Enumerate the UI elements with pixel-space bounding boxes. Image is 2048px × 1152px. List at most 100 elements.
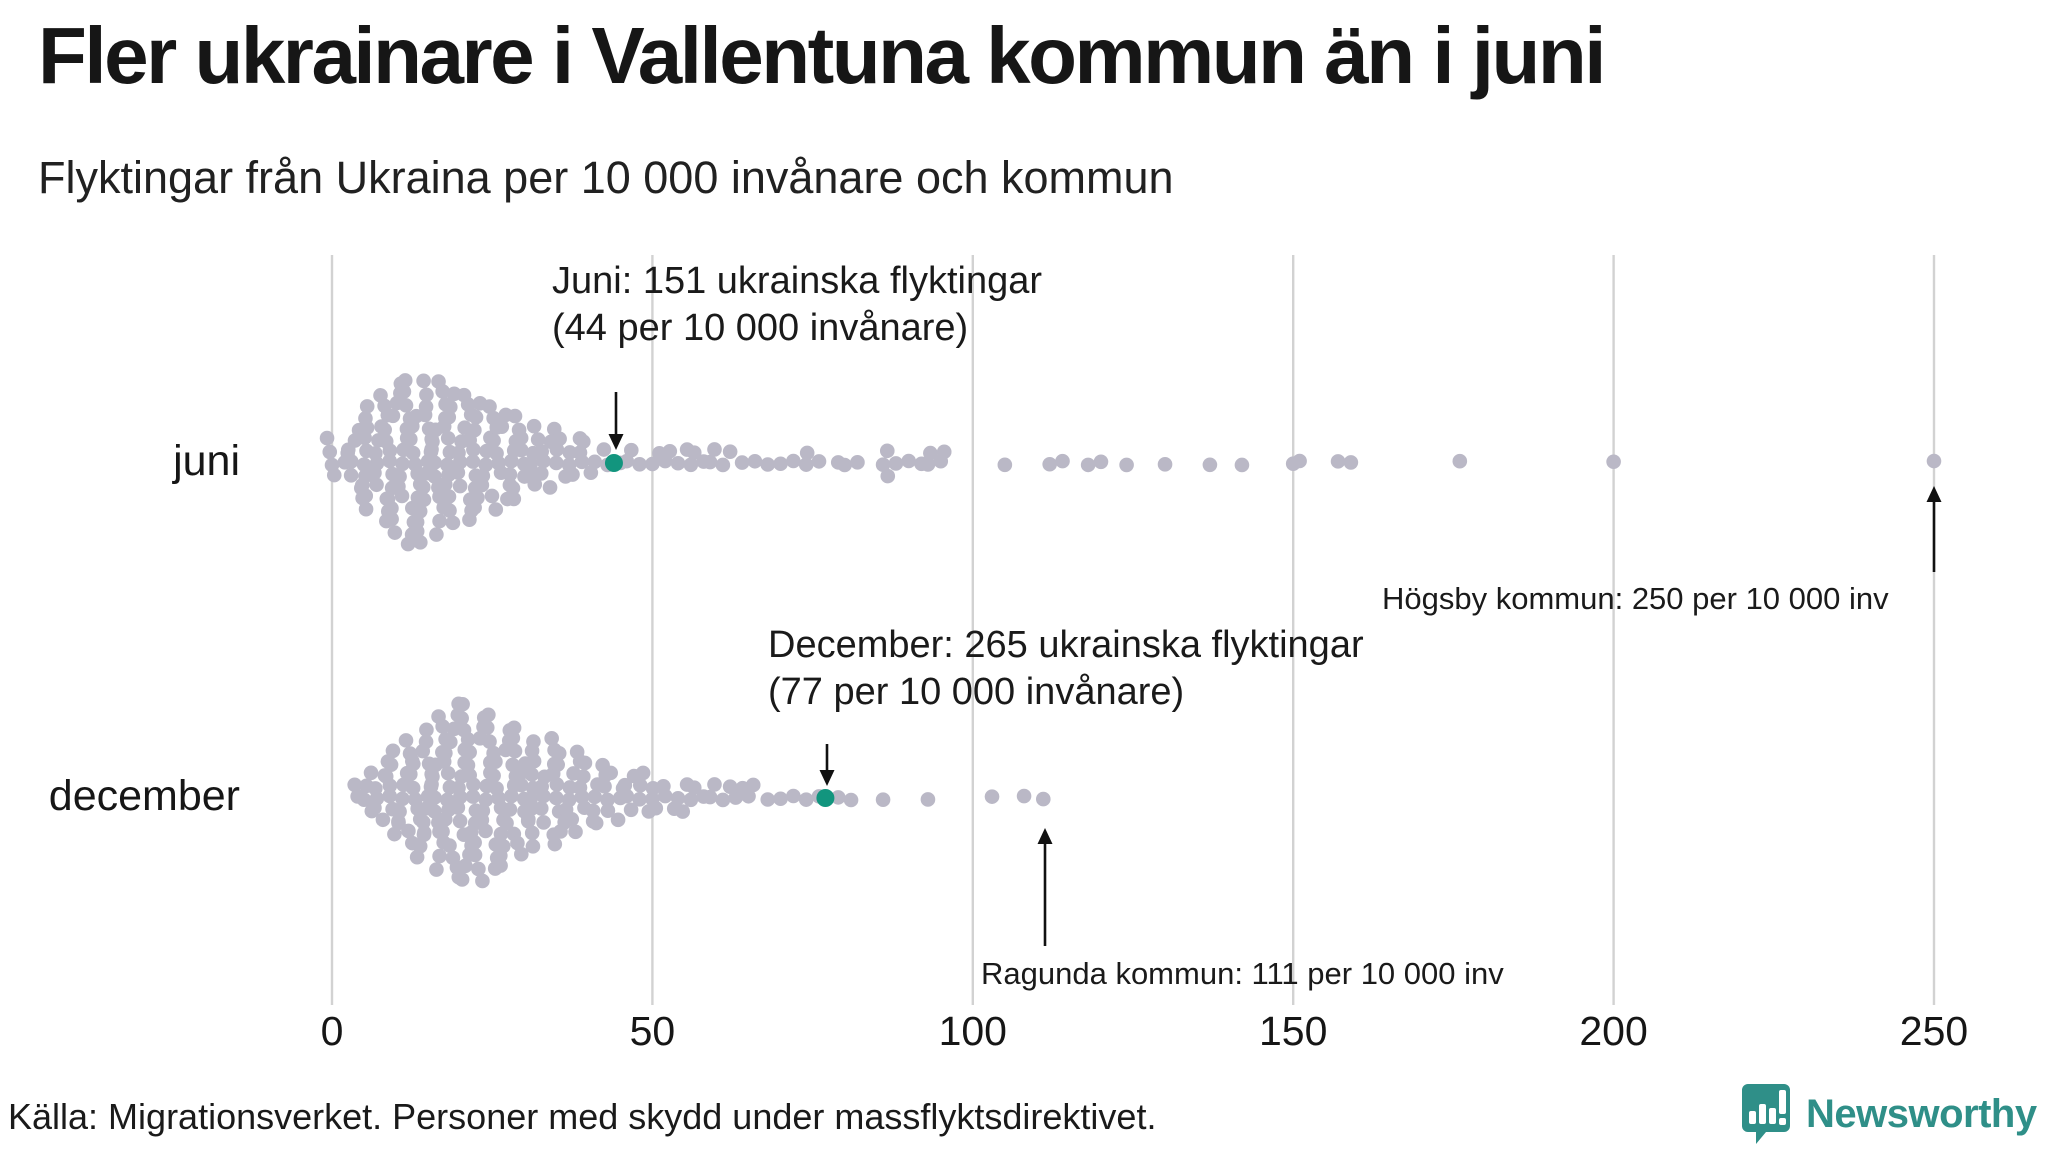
x-axis-tick-label: 100: [938, 1008, 1007, 1054]
municipality-dot: [398, 398, 414, 413]
municipality-dot: [648, 800, 664, 816]
municipality-dot: [467, 847, 483, 863]
municipality-dot: [632, 791, 647, 807]
municipality-dot: [369, 477, 384, 493]
municipality-dot: [432, 848, 447, 864]
municipality-dot: [656, 778, 671, 794]
municipality-dot: [482, 399, 497, 414]
annotation-december-arrow-icon: [819, 744, 835, 786]
municipality-dot: [481, 707, 496, 723]
municipality-dot: [596, 442, 612, 457]
municipality-dot: [397, 373, 413, 388]
municipality-dot: [888, 456, 904, 471]
municipality-dot: [707, 777, 722, 792]
municipality-dot: [670, 790, 686, 806]
municipality-dot: [368, 781, 383, 796]
chart-title: Fler ukrainare i Vallentuna kommun än i …: [38, 11, 1606, 100]
municipality-dot: [454, 872, 470, 887]
municipality-dot: [405, 753, 420, 769]
annotation-december: December: 265 ukrainska flyktingar (77 p…: [768, 622, 1364, 716]
municipality-dot: [454, 710, 469, 726]
highlighted-municipality-dot: [604, 454, 623, 472]
municipality-dot: [568, 824, 583, 840]
x-axis-tick-label: 250: [1899, 1008, 1969, 1054]
municipality-dot: [413, 535, 428, 550]
municipality-dot: [619, 788, 635, 804]
municipality-dot: [798, 792, 814, 807]
municipality-dot: [722, 779, 738, 794]
municipality-dot: [565, 467, 580, 482]
municipality-dot: [569, 744, 585, 760]
municipality-dot: [843, 792, 859, 808]
municipality-dot: [415, 479, 431, 495]
municipality-dot: [526, 418, 542, 434]
municipality-dot: [416, 373, 431, 389]
municipality-dot: [552, 431, 567, 447]
newsworthy-wordmark: Newsworthy: [1806, 1091, 2037, 1136]
municipality-dot: [773, 791, 788, 807]
municipality-dot: [850, 455, 865, 470]
municipality-dot: [467, 500, 482, 515]
municipality-dot: [427, 469, 442, 484]
x-axis-tick-label: 200: [1579, 1008, 1648, 1054]
municipality-dot: [550, 757, 565, 772]
municipality-dot: [984, 789, 1000, 804]
municipality-dot: [452, 813, 468, 829]
municipality-dot: [715, 457, 731, 473]
municipality-dot: [358, 501, 374, 517]
municipality-dot: [478, 823, 493, 839]
annotation-ragunda-arrow-icon: [1037, 828, 1053, 946]
municipality-dot: [1093, 454, 1109, 470]
municipality-dot: [562, 780, 578, 795]
municipality-dot: [384, 511, 399, 527]
municipality-dot: [435, 824, 450, 839]
municipality-dot: [358, 488, 374, 504]
municipality-dot: [507, 743, 523, 759]
municipality-dot: [493, 858, 508, 873]
municipality-dot: [670, 455, 686, 471]
municipality-dot: [920, 792, 936, 807]
annotation-juni: Juni: 151 ukrainska flyktingar (44 per 1…: [552, 258, 1042, 352]
highlighted-municipality-dot: [816, 789, 835, 807]
municipality-dot: [468, 409, 484, 425]
annotation-juni-arrow-icon: [608, 392, 624, 450]
municipality-dot: [525, 839, 541, 854]
municipality-dot: [427, 455, 442, 470]
municipality-dot: [686, 780, 702, 796]
municipality-dot: [385, 408, 401, 424]
municipality-dot: [576, 769, 591, 784]
municipality-dot: [524, 825, 540, 841]
municipality-dot: [431, 709, 446, 724]
municipality-dot: [587, 454, 603, 470]
municipality-dot: [901, 453, 917, 469]
municipality-dot: [450, 465, 466, 480]
municipality-dot: [502, 802, 518, 817]
municipality-dot: [786, 453, 801, 469]
municipality-dot: [1343, 455, 1359, 470]
municipality-dot: [1119, 457, 1134, 473]
municipality-dot: [437, 812, 453, 827]
municipality-dot: [465, 454, 481, 469]
newsworthy-icon: [1742, 1084, 1790, 1144]
municipality-dot: [398, 733, 414, 748]
municipality-dot: [1016, 788, 1032, 804]
municipality-dot: [506, 720, 522, 736]
municipality-dot: [384, 501, 399, 516]
municipality-dot: [526, 734, 541, 749]
municipality-dot: [562, 445, 578, 460]
municipality-dot: [445, 515, 461, 531]
municipality-dot: [632, 777, 648, 793]
municipality-dot: [494, 419, 510, 434]
municipality-dot: [600, 792, 615, 808]
municipality-dot: [544, 731, 559, 746]
municipality-dot: [343, 468, 359, 483]
annotation-juni-line1: Juni: 151 ukrainska flyktingar: [552, 260, 1043, 302]
municipality-dot: [760, 457, 776, 472]
municipality-dot: [551, 746, 567, 761]
municipality-dot: [391, 814, 406, 829]
municipality-dot: [553, 824, 568, 839]
municipality-dot: [442, 838, 457, 853]
municipality-dot: [417, 407, 433, 423]
chart-subtitle: Flyktingar från Ukraina per 10 000 invån…: [38, 152, 1174, 203]
